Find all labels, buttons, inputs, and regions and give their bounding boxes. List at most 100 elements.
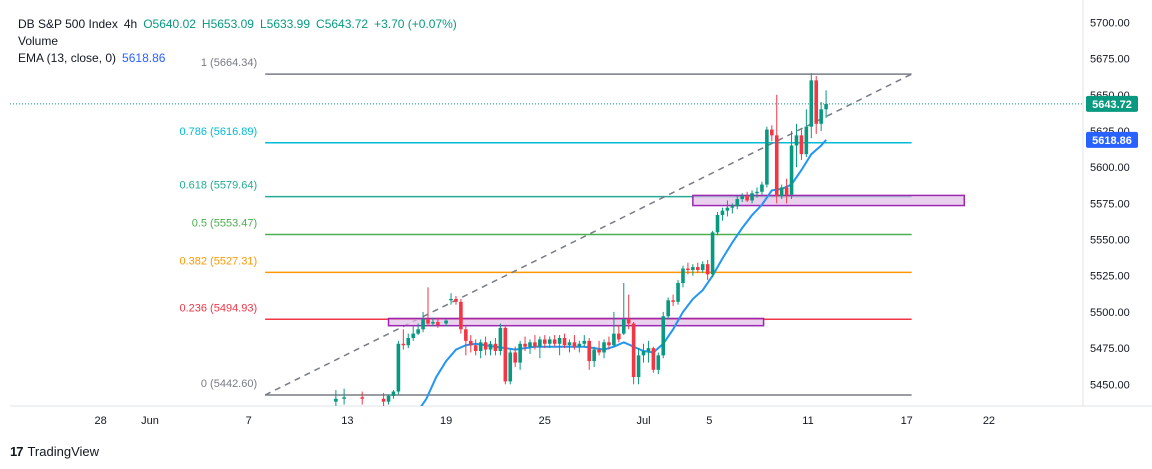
candle xyxy=(681,265,685,288)
candle-body xyxy=(725,207,730,211)
ema-price-badge: 5618.86 xyxy=(1092,135,1132,147)
candle-body xyxy=(416,329,420,334)
candle xyxy=(386,394,391,405)
candle-body xyxy=(819,109,823,124)
fib-level-label: 1 (5664.34) xyxy=(201,57,257,69)
y-tick-label: 5700.00 xyxy=(1090,17,1130,29)
candle-body xyxy=(799,135,804,155)
candle xyxy=(587,337,592,370)
candle xyxy=(745,191,749,202)
tradingview-branding[interactable]: 17 TradingView xyxy=(10,444,99,459)
candle xyxy=(454,296,458,305)
low-value: L5633.99 xyxy=(259,17,311,31)
candle-body xyxy=(745,196,749,201)
candle-body xyxy=(334,398,338,402)
candle xyxy=(508,349,513,385)
candle xyxy=(789,131,794,200)
candle-body xyxy=(809,80,814,127)
candle xyxy=(602,339,606,359)
candle xyxy=(735,196,740,210)
candle-body xyxy=(666,300,670,317)
candle xyxy=(406,333,411,349)
candle xyxy=(617,324,621,343)
x-tick-label: 7 xyxy=(246,415,252,427)
chart-legend: DB S&P 500 Index 4h O5640.02 H5653.09 L5… xyxy=(18,16,457,67)
candle xyxy=(686,262,690,275)
x-tick-label: 19 xyxy=(440,415,452,427)
fib-level-label: 0 (5442.60) xyxy=(201,378,257,390)
candle-body xyxy=(587,340,592,362)
candle xyxy=(543,335,547,349)
candle xyxy=(396,340,401,395)
candle-body xyxy=(691,267,695,270)
candle xyxy=(562,333,567,349)
candle xyxy=(799,129,804,160)
candle xyxy=(760,181,764,195)
x-tick-label: 22 xyxy=(983,415,995,427)
x-tick-label: 13 xyxy=(341,415,353,427)
ema-value: 5618.86 xyxy=(122,51,166,65)
candle-body xyxy=(577,343,582,347)
candle xyxy=(809,73,814,139)
candle xyxy=(334,390,338,406)
candle xyxy=(498,323,503,356)
candle xyxy=(779,184,784,200)
last-price-badge-bg xyxy=(1086,95,1138,112)
change-value: +3.70 (+0.07%) xyxy=(374,17,457,31)
timeframe-label[interactable]: 4h xyxy=(123,17,138,31)
candle xyxy=(503,324,508,385)
candle xyxy=(360,391,365,405)
candle-body xyxy=(671,300,675,302)
candle xyxy=(695,262,700,273)
x-tick-label: 11 xyxy=(802,415,813,427)
y-tick-label: 5525.00 xyxy=(1090,271,1130,283)
candle-body xyxy=(381,398,386,402)
high-value: H5653.09 xyxy=(201,17,254,31)
candle-body xyxy=(804,126,809,155)
support-zone xyxy=(387,317,765,327)
candle-body xyxy=(468,340,473,346)
candle xyxy=(661,311,666,359)
candle xyxy=(656,352,661,375)
candle-body xyxy=(478,342,483,352)
x-tick-label: Jun xyxy=(141,415,159,427)
y-tick-label: 5675.00 xyxy=(1090,54,1130,66)
candle xyxy=(391,390,396,399)
volume-row[interactable]: Volume xyxy=(18,33,457,50)
candle xyxy=(824,90,828,119)
candle-body xyxy=(695,267,700,270)
y-tick-label: 5575.00 xyxy=(1090,198,1130,210)
candle-body xyxy=(779,187,784,197)
candle xyxy=(533,335,537,350)
candle xyxy=(436,317,440,328)
symbol-name[interactable]: DB S&P 500 Index xyxy=(18,17,118,31)
candle-body xyxy=(401,343,406,346)
ema-line xyxy=(420,139,827,406)
candle-body xyxy=(607,342,611,346)
fib-level-label: 0.5 (5553.47) xyxy=(192,218,257,230)
fib-level-label: 0.236 (5494.93) xyxy=(179,302,257,314)
candle xyxy=(725,200,730,217)
x-tick-label: 28 xyxy=(95,415,107,427)
candle xyxy=(597,340,601,356)
candle xyxy=(819,102,823,132)
candle-body xyxy=(454,298,458,302)
candle xyxy=(426,287,430,327)
ema-label: EMA (13, close, 0) xyxy=(18,51,117,65)
candle xyxy=(626,294,631,330)
brand-name: TradingView xyxy=(27,444,100,459)
candle-body xyxy=(631,323,636,378)
candle-body xyxy=(426,319,430,324)
ema-row[interactable]: EMA (13, close, 0) 5618.86 xyxy=(18,50,457,67)
candle-body xyxy=(602,342,606,353)
candle xyxy=(493,337,498,356)
candle-body xyxy=(557,337,562,344)
candle xyxy=(621,282,626,336)
candle xyxy=(421,311,425,333)
candle-body xyxy=(464,329,468,341)
candle xyxy=(710,230,715,278)
candle xyxy=(671,294,675,307)
candle-body xyxy=(436,322,440,325)
x-tick-label: 17 xyxy=(901,415,913,427)
